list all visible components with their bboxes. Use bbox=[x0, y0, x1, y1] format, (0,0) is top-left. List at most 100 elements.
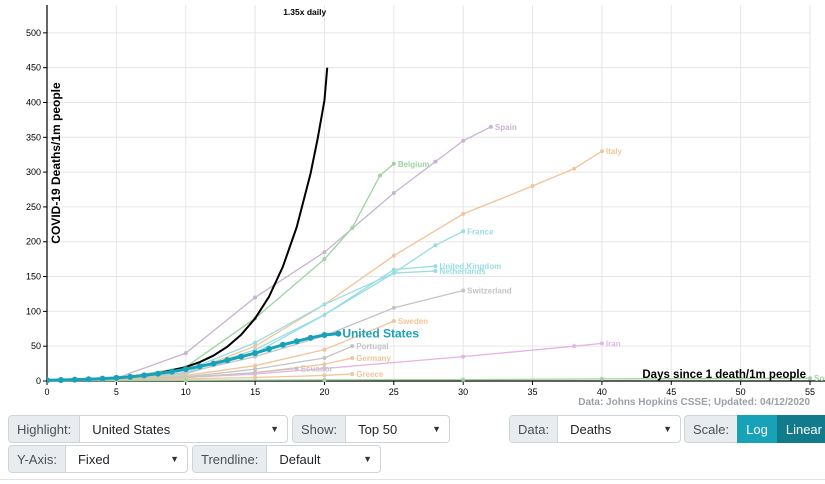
data-select[interactable]: Data: Deaths ▼ bbox=[509, 415, 681, 443]
scale-linear-button[interactable]: Linear bbox=[776, 415, 825, 443]
series-point-sweden bbox=[322, 347, 327, 352]
y-tick-label: 400 bbox=[26, 97, 41, 107]
series-point-italy bbox=[599, 149, 604, 154]
series-point-united-states bbox=[252, 350, 259, 357]
x-tick-label: 50 bbox=[736, 387, 746, 397]
series-layer bbox=[47, 67, 812, 383]
series-label-switzerland: Switzerland bbox=[467, 286, 512, 295]
series-point-united-states bbox=[141, 372, 148, 379]
chevron-down-icon: ▼ bbox=[270, 424, 279, 434]
series-point-italy bbox=[530, 184, 535, 189]
series-point-south-korea bbox=[738, 376, 743, 381]
series-point-iran bbox=[461, 354, 466, 359]
series-point-belgium bbox=[322, 257, 327, 262]
series-labels: Spain Italy Belgium France United KingdomNet… bbox=[283, 7, 825, 383]
series-point-spain bbox=[322, 250, 327, 255]
series-point-united-states bbox=[154, 370, 161, 377]
series-point-spain bbox=[488, 124, 493, 129]
series-label-netherlands: Netherlands bbox=[439, 267, 486, 276]
chart-grid bbox=[46, 5, 811, 382]
series-point-united-states bbox=[238, 353, 245, 360]
y-tick-label: 200 bbox=[26, 237, 41, 247]
y-axis-select[interactable]: Y-Axis: Fixed ▼ bbox=[8, 445, 188, 473]
series-point-germany bbox=[350, 356, 355, 361]
y-tick-label: 100 bbox=[26, 306, 41, 316]
highlight-select[interactable]: Highlight: United States ▼ bbox=[8, 415, 288, 443]
series-point-united-kingdom bbox=[433, 264, 438, 269]
y-tick-label: 150 bbox=[26, 272, 41, 282]
show-select[interactable]: Show: Top 50 ▼ bbox=[292, 415, 450, 443]
series-point-united-states bbox=[182, 366, 189, 373]
series-point-united-states bbox=[265, 345, 272, 352]
series-point-germany bbox=[322, 362, 327, 367]
series-point-greece bbox=[253, 375, 258, 380]
deaths-chart: 0 5 10 15 20 25 30 35 40 45 50 55 0 50 100 150 200 250 300… bbox=[26, 5, 825, 408]
series-point-spain bbox=[253, 295, 258, 300]
scale-log-button[interactable]: Log bbox=[737, 415, 777, 443]
series-point-sweden bbox=[253, 363, 258, 368]
chevron-down-icon: ▼ bbox=[432, 424, 441, 434]
y-axis-label: COVID-19 Deaths/1m people bbox=[49, 82, 63, 244]
y-tick-label: 50 bbox=[31, 341, 41, 351]
series-point-united-states bbox=[71, 376, 78, 383]
highlight-value: United States bbox=[92, 421, 171, 437]
series-point-italy bbox=[461, 211, 466, 216]
x-axis-label: Days since 1 death/1m people bbox=[642, 369, 806, 381]
series-label-united-states: United States bbox=[342, 327, 419, 341]
y-tick-label: 250 bbox=[26, 202, 41, 212]
series-point-united-states bbox=[279, 341, 286, 348]
series-point-france bbox=[461, 229, 466, 234]
series-point-netherlands bbox=[391, 271, 396, 276]
series-point-netherlands bbox=[322, 302, 327, 307]
series-label-france: France bbox=[467, 227, 494, 236]
series-point-netherlands bbox=[253, 340, 258, 345]
chevron-down-icon: ▼ bbox=[663, 424, 672, 434]
show-label: Show: bbox=[293, 416, 347, 442]
series-point-south-korea bbox=[183, 378, 188, 383]
series-point-portugal bbox=[253, 367, 258, 372]
series-point-italy bbox=[572, 166, 577, 171]
chevron-down-icon: ▼ bbox=[170, 454, 179, 464]
x-tick-label: 15 bbox=[250, 387, 260, 397]
series-point-south-korea bbox=[322, 377, 327, 382]
series-point-united-states bbox=[196, 363, 203, 370]
x-tick-label: 40 bbox=[597, 387, 607, 397]
highlight-label: Highlight: bbox=[9, 416, 81, 442]
trendline-label: 1.35x daily bbox=[283, 7, 326, 17]
series-point-spain bbox=[433, 159, 438, 164]
series-label-iran: Iran bbox=[606, 339, 621, 348]
y-tick-label: 300 bbox=[26, 167, 41, 177]
series-line-united-states bbox=[47, 332, 339, 382]
series-point-greece bbox=[350, 372, 355, 377]
series-point-italy bbox=[253, 344, 258, 349]
series-point-united-states bbox=[99, 375, 106, 382]
x-tick-label: 5 bbox=[114, 387, 119, 397]
series-point-united-states bbox=[321, 332, 328, 339]
series-point-iran bbox=[322, 366, 327, 371]
series-point-greece bbox=[322, 373, 327, 378]
series-label-united-kingdom: United Kingdom bbox=[439, 262, 501, 271]
series-point-italy bbox=[391, 253, 396, 258]
y-tick-label: 450 bbox=[26, 63, 41, 73]
series-point-united-states bbox=[57, 377, 64, 383]
series-point-spain bbox=[183, 351, 188, 356]
series-label-greece: Greece bbox=[356, 370, 384, 379]
series-point-iran bbox=[599, 341, 604, 346]
series-point-united-states bbox=[47, 377, 50, 383]
series-label-portugal: Portugal bbox=[356, 342, 388, 351]
series-point-iran bbox=[572, 344, 577, 349]
scale-toggle: Scale: Log Linear bbox=[684, 415, 825, 443]
trendline-select[interactable]: Trendline: Default ▼ bbox=[192, 445, 381, 473]
series-point-netherlands bbox=[433, 268, 438, 273]
series-point-belgium bbox=[377, 173, 382, 178]
y-tick-label: 350 bbox=[26, 132, 41, 142]
series-label-spain: Spain bbox=[495, 123, 517, 132]
data-value: Deaths bbox=[570, 421, 612, 437]
series-point-switzerland bbox=[461, 288, 466, 293]
series-label-germany: Germany bbox=[356, 354, 391, 363]
chart-controls: Highlight: United States ▼ Show: Top 50 ▼ … bbox=[0, 408, 825, 484]
x-tick-label: 10 bbox=[181, 387, 191, 397]
series-point-ecuador bbox=[253, 370, 258, 375]
scale-label: Scale: bbox=[684, 415, 738, 443]
data-label: Data: bbox=[510, 416, 559, 442]
